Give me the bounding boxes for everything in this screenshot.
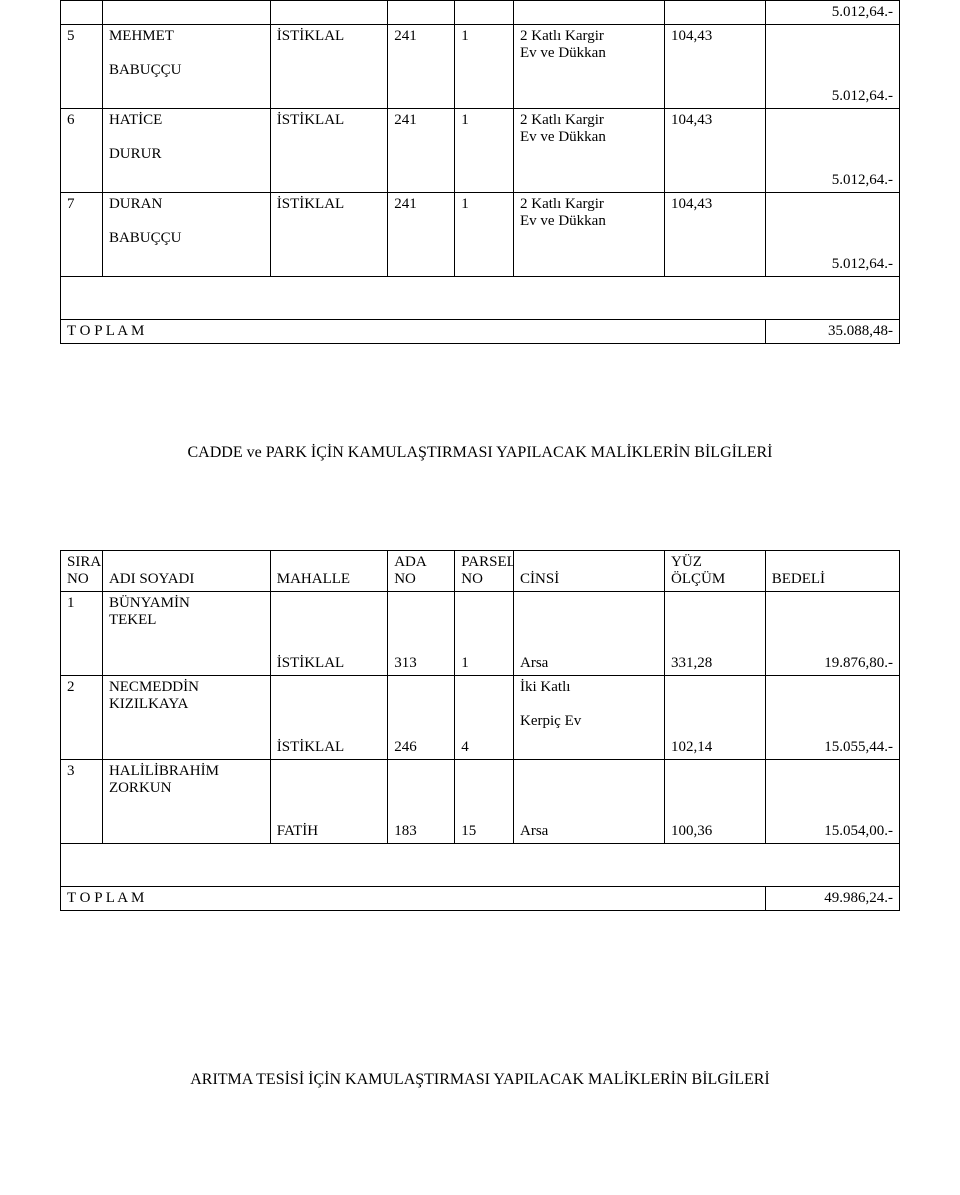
section-title-1: CADDE ve PARK İÇİN KAMULAŞTIRMASI YAPILA…: [60, 444, 900, 462]
spacer-row: [61, 277, 900, 320]
yuz: 104,43: [665, 193, 766, 277]
bedel: 15.055,44.-: [765, 676, 899, 760]
total-value: 49.986,24.-: [765, 887, 899, 911]
sira-no: 5: [61, 25, 103, 109]
yuz: 102,14: [665, 676, 766, 760]
ada: 246: [388, 676, 455, 760]
cinsi: 2 Katlı Kargir Ev ve Dükkan: [514, 193, 665, 277]
yuz: 104,43: [665, 25, 766, 109]
bedel: 15.054,00.-: [765, 760, 899, 844]
cinsi: Arsa: [514, 760, 665, 844]
parsel: 15: [455, 760, 514, 844]
yuz: 104,43: [665, 109, 766, 193]
parsel: 1: [455, 25, 514, 109]
mahalle: İSTİKLAL: [270, 592, 387, 676]
ada: 241: [388, 109, 455, 193]
table-row: 3 HALİLİBRAHİM ZORKUN FATİH 183 15 Arsa …: [61, 760, 900, 844]
table-1: 5.012,64.- 5 MEHMET BABUÇÇU İSTİKLAL 241…: [60, 0, 900, 344]
bedel: 5.012,64.-: [765, 25, 899, 109]
parsel: 4: [455, 676, 514, 760]
total-label: T O P L A M: [61, 887, 766, 911]
ada: 241: [388, 193, 455, 277]
ada: 183: [388, 760, 455, 844]
spacer-row: [61, 844, 900, 887]
table-row: 1 BÜNYAMİN TEKEL İSTİKLAL 313 1 Arsa 331…: [61, 592, 900, 676]
bedel: 5.012,64.-: [765, 193, 899, 277]
table-row: 5 MEHMET BABUÇÇU İSTİKLAL 241 1 2 Katlı …: [61, 25, 900, 109]
total-row: T O P L A M 35.088,48-: [61, 320, 900, 344]
mahalle: İSTİKLAL: [270, 193, 387, 277]
head-bedel: BEDELİ: [765, 551, 899, 592]
parsel: 1: [455, 109, 514, 193]
sira-no: 6: [61, 109, 103, 193]
total-label: T O P L A M: [61, 320, 766, 344]
owner: HATİCE DURUR: [102, 109, 270, 193]
sira-no: 3: [61, 760, 103, 844]
bedel: 5.012,64.-: [765, 109, 899, 193]
head-sira: SIRA NO: [61, 551, 103, 592]
ada: 313: [388, 592, 455, 676]
owner: BÜNYAMİN TEKEL: [102, 592, 270, 676]
head-adi: ADI SOYADI: [102, 551, 270, 592]
head-parsel: PARSEL NO: [455, 551, 514, 592]
cinsi: İki Katlı Kerpiç Ev: [514, 676, 665, 760]
sira-no: 1: [61, 592, 103, 676]
mahalle: İSTİKLAL: [270, 676, 387, 760]
sira-no: 2: [61, 676, 103, 760]
owner: DURAN BABUÇÇU: [102, 193, 270, 277]
total-row: T O P L A M 49.986,24.-: [61, 887, 900, 911]
table-row: 6 HATİCE DURUR İSTİKLAL 241 1 2 Katlı Ka…: [61, 109, 900, 193]
table-2: SIRA NO ADI SOYADI MAHALLE ADA NO PARSEL…: [60, 550, 900, 911]
table-header: SIRA NO ADI SOYADI MAHALLE ADA NO PARSEL…: [61, 551, 900, 592]
ada: 241: [388, 25, 455, 109]
owner: MEHMET BABUÇÇU: [102, 25, 270, 109]
head-yuz: YÜZ ÖLÇÜM: [665, 551, 766, 592]
cinsi: 2 Katlı Kargir Ev ve Dükkan: [514, 109, 665, 193]
total-value: 35.088,48-: [765, 320, 899, 344]
table-row: 5.012,64.-: [61, 1, 900, 25]
parsel: 1: [455, 193, 514, 277]
yuz: 100,36: [665, 760, 766, 844]
mahalle: İSTİKLAL: [270, 109, 387, 193]
yuz: 331,28: [665, 592, 766, 676]
head-mah: MAHALLE: [270, 551, 387, 592]
owner: HALİLİBRAHİM ZORKUN: [102, 760, 270, 844]
section-title-2: ARITMA TESİSİ İÇİN KAMULAŞTIRMASI YAPILA…: [60, 1071, 900, 1089]
head-cinsi: CİNSİ: [514, 551, 665, 592]
cinsi: 2 Katlı Kargir Ev ve Dükkan: [514, 25, 665, 109]
cinsi: Arsa: [514, 592, 665, 676]
sira-no: 7: [61, 193, 103, 277]
table-row: 7 DURAN BABUÇÇU İSTİKLAL 241 1 2 Katlı K…: [61, 193, 900, 277]
parsel: 1: [455, 592, 514, 676]
mahalle: İSTİKLAL: [270, 25, 387, 109]
bedel-top: 5.012,64.-: [765, 1, 899, 25]
owner: NECMEDDİN KIZILKAYA: [102, 676, 270, 760]
head-ada: ADA NO: [388, 551, 455, 592]
bedel: 19.876,80.-: [765, 592, 899, 676]
table-row: 2 NECMEDDİN KIZILKAYA İSTİKLAL 246 4 İki…: [61, 676, 900, 760]
mahalle: FATİH: [270, 760, 387, 844]
